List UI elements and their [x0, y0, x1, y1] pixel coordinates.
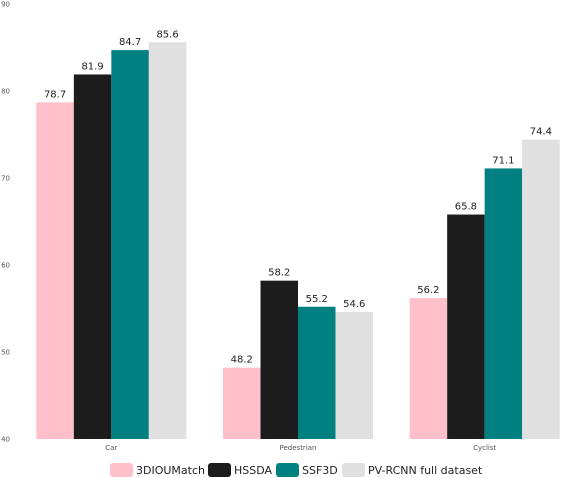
x-tick-label: Cyclist — [473, 444, 496, 452]
y-tick-label: 80 — [1, 88, 10, 96]
y-tick-label: 40 — [1, 436, 10, 444]
data-label: 55.2 — [306, 294, 328, 305]
y-tick-label: 70 — [1, 175, 10, 183]
legend-label: PV-RCNN full dataset — [368, 464, 483, 477]
x-tick-label: Car — [105, 444, 117, 452]
bars-group — [36, 42, 560, 440]
bar-cyclist-2 — [484, 168, 523, 439]
data-label: 81.9 — [81, 61, 103, 72]
legend-swatch — [342, 463, 365, 477]
data-label: 74.4 — [530, 127, 552, 138]
y-axis: 40 50 60 70 80 90 — [1, 1, 10, 444]
data-label: 54.6 — [343, 299, 365, 310]
legend-label: 3DIOUMatch — [136, 464, 205, 477]
legend-swatch — [276, 463, 299, 477]
data-label: 71.1 — [492, 155, 514, 166]
data-label: 84.7 — [119, 37, 141, 48]
bar-pedestrian-2 — [298, 306, 336, 439]
data-labels-group: 78.7 81.9 84.7 85.6 48.2 58.2 55.2 54.6 56.2 65.8… — [44, 29, 552, 365]
bar-cyclist-3 — [522, 139, 560, 439]
bar-car-0 — [36, 102, 74, 439]
y-tick-label: 90 — [1, 1, 10, 9]
legend-swatch — [110, 463, 133, 477]
data-label: 48.2 — [231, 355, 253, 366]
legend-label: SSF3D — [302, 464, 338, 477]
data-label: 58.2 — [268, 268, 290, 279]
bar-pedestrian-3 — [335, 311, 373, 439]
legend: 3DIOUMatch HSSDA SSF3D PV-RCNN full dataset — [110, 463, 483, 477]
bar-car-2 — [111, 50, 149, 440]
x-axis: Car Pedestrian Cyclist — [105, 444, 496, 452]
bar-pedestrian-0 — [223, 367, 261, 439]
bar-pedestrian-1 — [260, 280, 298, 439]
data-label: 56.2 — [417, 285, 439, 296]
legend-label: HSSDA — [234, 464, 273, 477]
bar-cyclist-0 — [409, 298, 448, 439]
x-tick-label: Pedestrian — [280, 444, 317, 452]
data-label: 85.6 — [156, 29, 178, 40]
bar-cyclist-1 — [447, 214, 485, 439]
data-label: 65.8 — [455, 202, 477, 213]
bar-car-1 — [73, 74, 112, 439]
data-label: 78.7 — [44, 89, 66, 100]
y-tick-label: 60 — [1, 262, 10, 270]
bar-car-3 — [148, 42, 187, 439]
y-tick-label: 50 — [1, 349, 10, 357]
legend-swatch — [208, 463, 231, 477]
